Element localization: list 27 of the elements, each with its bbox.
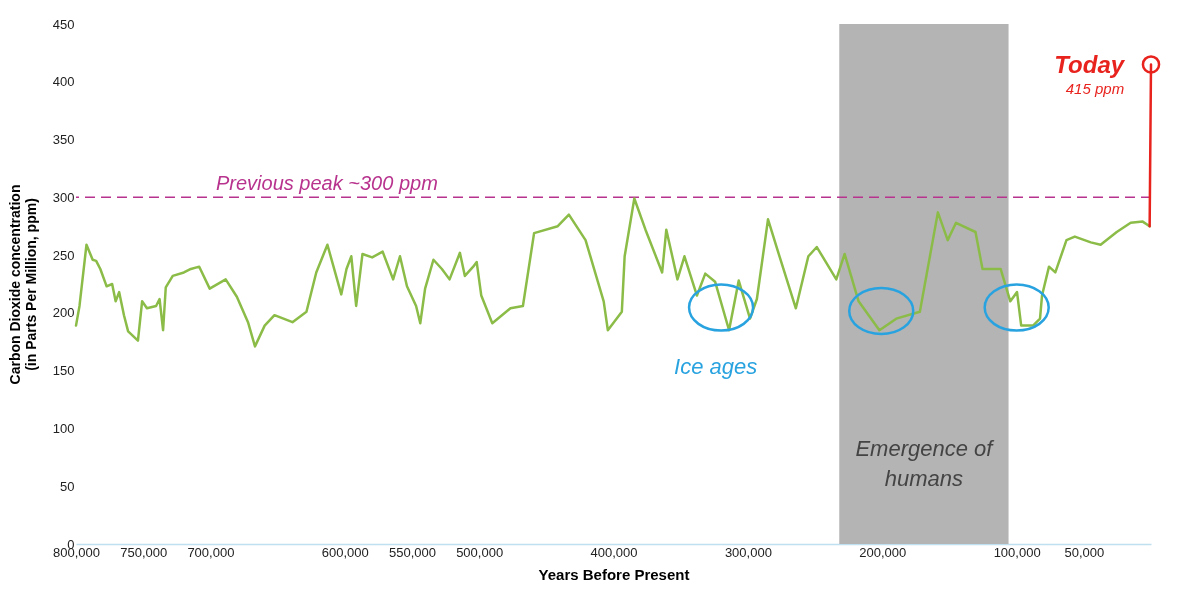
y-tick-label: 300 xyxy=(52,189,75,205)
band-label: Emergence of humans xyxy=(855,436,996,491)
y-tick-label: 350 xyxy=(52,132,75,148)
annotation: Ice ages xyxy=(674,354,758,380)
x-tick-label: 500,000 xyxy=(456,544,504,560)
x-tick-label: 50,000 xyxy=(1064,544,1105,560)
annotation: 415 ppm xyxy=(1065,80,1125,97)
x-tick-label: 700,000 xyxy=(187,544,235,560)
annotation: Today xyxy=(1054,50,1126,78)
x-tick-label: 100,000 xyxy=(993,544,1041,560)
x-axis-title: Years Before Present xyxy=(538,565,690,583)
y-axis-title: Carbon Dioxide concentration (in Parts Per Million, ppm) xyxy=(6,184,39,385)
y-tick-label: 400 xyxy=(52,74,75,90)
y-tick-label: 250 xyxy=(52,247,75,263)
x-tick-label: 550,000 xyxy=(388,544,436,560)
y-tick-label: 150 xyxy=(52,363,75,379)
ref-line-label: Previous peak ~300 ppm xyxy=(216,172,438,195)
y-tick-label: 200 xyxy=(52,305,75,321)
y-tick-label: 100 xyxy=(52,420,75,436)
x-tick-label: 400,000 xyxy=(590,544,638,560)
x-tick-label: 200,000 xyxy=(859,544,907,560)
x-tick-label: 750,000 xyxy=(120,544,168,560)
x-tick-label: 600,000 xyxy=(321,544,369,560)
line-series xyxy=(74,197,1151,348)
x-tick-label: 300,000 xyxy=(724,544,772,560)
y-tick-label: 450 xyxy=(52,16,75,32)
y-tick-label: 50 xyxy=(60,478,75,494)
